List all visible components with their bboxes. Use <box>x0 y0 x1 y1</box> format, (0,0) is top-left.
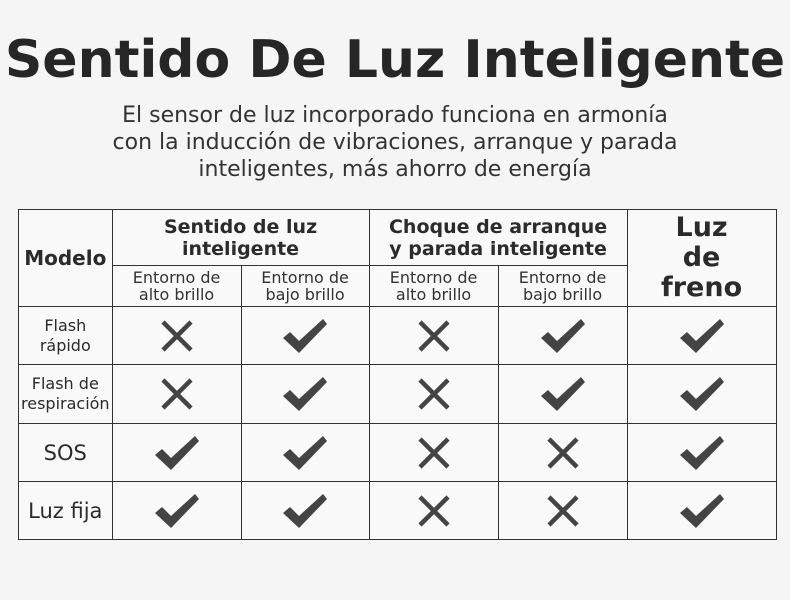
cross-icon <box>417 319 450 352</box>
mark-cell <box>497 423 628 482</box>
mark-cell <box>626 423 777 482</box>
subtitle: El sensor de luz incorporado funciona en… <box>0 102 790 183</box>
mark-cell <box>111 481 242 540</box>
model-label: Flash de respiración <box>18 364 113 424</box>
mark-cell <box>626 306 777 365</box>
model-label: Luz fija <box>18 481 113 540</box>
subtitle-line: inteligentes, más ahorro de energía <box>198 157 592 182</box>
cross-icon <box>546 494 579 527</box>
subtitle-line: El sensor de luz incorporado funciona en… <box>122 103 668 128</box>
mark-cell <box>497 481 628 540</box>
mark-cell <box>111 423 242 482</box>
group-header-start-stop: Choque de arranque y parada inteligente <box>368 209 628 266</box>
mark-cell <box>626 364 777 424</box>
model-label: Flash rápido <box>18 306 113 365</box>
subheader: Entorno de alto brillo <box>368 265 499 307</box>
table-row: Luz fija <box>18 481 777 540</box>
check-icon <box>283 493 328 528</box>
cross-icon <box>160 378 193 410</box>
table-row: Flash rápido <box>18 306 777 365</box>
cross-icon <box>546 436 579 469</box>
table-row: Flash de respiración <box>18 364 777 424</box>
model-label: SOS <box>18 423 113 482</box>
subheader: Entorno de alto brillo <box>111 265 242 307</box>
subtitle-line: con la inducción de vibraciones, arranqu… <box>112 130 678 155</box>
comparison-table: Modelo Sentido de luz inteligente Choque… <box>18 209 777 540</box>
mark-cell <box>240 364 370 424</box>
check-icon <box>283 435 328 470</box>
cross-icon <box>417 378 450 410</box>
subheader: Entorno de bajo brillo <box>497 265 628 307</box>
mark-cell <box>626 481 777 540</box>
mark-cell <box>368 423 499 482</box>
check-icon <box>154 435 199 470</box>
cross-icon <box>160 319 193 352</box>
table-row: SOS <box>18 423 777 482</box>
check-icon <box>283 377 328 411</box>
check-icon <box>540 318 585 353</box>
check-icon <box>283 318 328 353</box>
mark-cell <box>368 306 499 365</box>
page-title: Sentido De Luz Inteligente <box>4 30 786 90</box>
mark-cell <box>240 423 370 482</box>
check-icon <box>154 493 199 528</box>
model-header: Modelo <box>18 209 113 307</box>
brake-light-header: Luz de freno <box>626 209 777 307</box>
mark-cell <box>368 364 499 424</box>
mark-cell <box>368 481 499 540</box>
check-icon <box>679 318 724 353</box>
check-icon <box>540 377 585 411</box>
mark-cell <box>240 481 370 540</box>
mark-cell <box>497 306 628 365</box>
cross-icon <box>417 436 450 469</box>
mark-cell <box>240 306 370 365</box>
mark-cell <box>111 306 242 365</box>
mark-cell <box>497 364 628 424</box>
cross-icon <box>417 494 450 527</box>
mark-cell <box>111 364 242 424</box>
check-icon <box>679 493 724 528</box>
group-header-light-sense: Sentido de luz inteligente <box>111 209 370 266</box>
check-icon <box>679 377 724 411</box>
check-icon <box>679 435 724 470</box>
subheader: Entorno de bajo brillo <box>240 265 370 307</box>
